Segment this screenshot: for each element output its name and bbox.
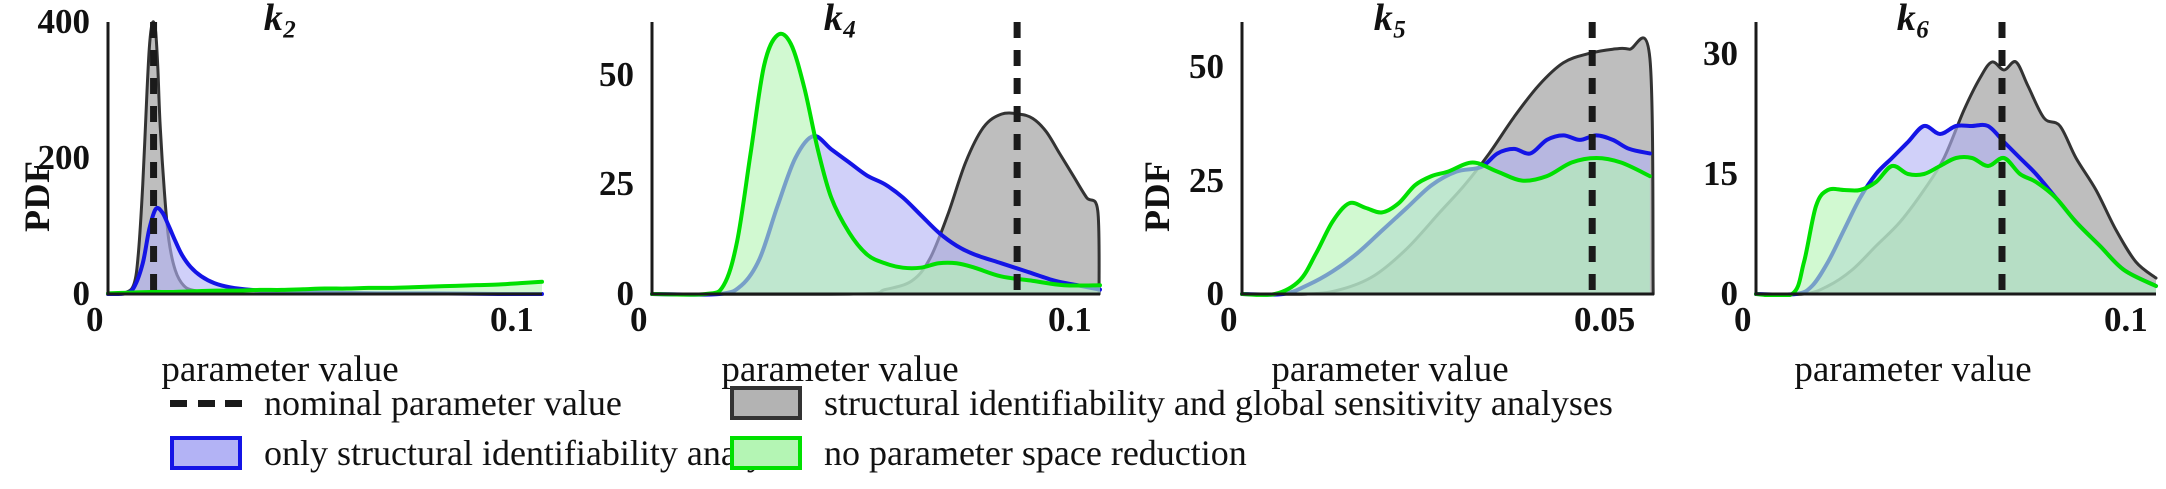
plotbox-k2 bbox=[105, 19, 545, 297]
y-axis-title: PDF bbox=[1137, 160, 1177, 232]
y-tick-label: 200 bbox=[37, 138, 91, 177]
panel-title-k5: k5 bbox=[1120, 0, 1660, 53]
panel-k2: k2 0 200 400 0 0.1 parameter value PDF bbox=[0, 0, 560, 390]
series-line-green bbox=[106, 279, 544, 296]
x-axis-title: parameter value bbox=[161, 349, 399, 390]
series-fill-grey bbox=[652, 112, 1100, 295]
panel-title-base: k bbox=[1373, 0, 1394, 39]
x-axis-title: parameter value bbox=[1271, 349, 1509, 390]
x-tick-label: 0 bbox=[86, 300, 104, 339]
x-tick-label: 0 bbox=[630, 300, 648, 339]
plot-area-k2 bbox=[106, 20, 544, 297]
y-tick-label: 25 bbox=[1189, 160, 1224, 200]
legend-item-structural_only[interactable]: only structural identifiability analysis bbox=[170, 434, 803, 472]
panel-title-k4: k4 bbox=[560, 0, 1120, 53]
plot-area-k6 bbox=[1754, 22, 2158, 297]
x-tick-label: 0.1 bbox=[490, 300, 534, 339]
legend-swatch-structural_only bbox=[170, 436, 242, 470]
legend-label-no_reduction: no parameter space reduction bbox=[824, 433, 1247, 473]
panel-title-subscript: 6 bbox=[1916, 16, 1930, 44]
panel-k6: k6 0 15 30 0 0.1 parameter value bbox=[1660, 0, 2166, 390]
y-tick-label: 0 bbox=[616, 274, 635, 313]
panel-title-k2: k2 bbox=[0, 0, 560, 53]
figure-legend: nominal parameter value structural identi… bbox=[0, 382, 2166, 489]
y-tick-label: 25 bbox=[599, 164, 634, 204]
dashed-line-icon bbox=[170, 386, 242, 420]
y-axis-title: PDF bbox=[17, 160, 57, 232]
series-line-green bbox=[1754, 155, 2158, 297]
panel-title-k6: k6 bbox=[1660, 0, 2166, 53]
y-tick-label: 30 bbox=[1703, 34, 1738, 73]
y-tick-label: 15 bbox=[1703, 154, 1738, 193]
legend-label-structural_only: only structural identifiability analysis bbox=[264, 433, 803, 473]
panels-row: k2 0 200 400 0 0.1 parameter value PDF k4 0 25 50 0 0… bbox=[0, 0, 2166, 390]
panel-title-base: k bbox=[1896, 0, 1917, 39]
x-axis-title: parameter value bbox=[1794, 349, 2032, 390]
legend-label-structural_global: structural identifiability and global se… bbox=[824, 383, 1613, 423]
y-tick-label: 400 bbox=[37, 2, 91, 41]
x-tick-label: 0.05 bbox=[1574, 300, 1636, 339]
series-fill-green bbox=[1242, 158, 1650, 296]
x-axis-title: parameter value bbox=[721, 349, 959, 390]
legend-item-structural_global[interactable]: structural identifiability and global se… bbox=[730, 384, 1613, 422]
y-tick-label: 0 bbox=[72, 274, 91, 313]
x-tick-label: 0 bbox=[1734, 300, 1752, 339]
panel-title-subscript: 4 bbox=[843, 16, 857, 44]
y-tick-label: 0 bbox=[1720, 274, 1739, 313]
panel-title-base: k bbox=[823, 0, 844, 39]
panel-title-subscript: 2 bbox=[283, 16, 297, 44]
x-tick-label: 0.1 bbox=[1048, 300, 1092, 339]
series-fill-green bbox=[652, 33, 1100, 295]
axis-spines bbox=[106, 22, 542, 296]
y-tick-label: 50 bbox=[1189, 47, 1224, 87]
legend-item-nominal[interactable]: nominal parameter value bbox=[170, 384, 622, 422]
plotbox-k5 bbox=[1239, 19, 1657, 297]
panel-k4: k4 0 25 50 0 0.1 parameter value bbox=[560, 0, 1120, 390]
plotbox-k6 bbox=[1753, 19, 2159, 297]
panel-title-subscript: 5 bbox=[1393, 16, 1407, 44]
legend-item-no_reduction[interactable]: no parameter space reduction bbox=[730, 434, 1247, 472]
series-fill-blue bbox=[108, 207, 542, 295]
series-line-green bbox=[1240, 156, 1652, 297]
x-tick-label: 0 bbox=[1220, 300, 1238, 339]
plot-area-k4 bbox=[650, 22, 1102, 297]
axis-spines bbox=[650, 22, 1100, 296]
panel-k5: k5 0 25 50 0 0.05 parameter value PDF bbox=[1120, 0, 1660, 390]
y-tick-label: 50 bbox=[599, 54, 634, 94]
x-tick-label: 0.1 bbox=[2104, 300, 2148, 339]
legend-swatch-no_reduction bbox=[730, 436, 802, 470]
panel-title-base: k bbox=[263, 0, 284, 39]
series-line-green bbox=[650, 31, 1102, 297]
axis-spines bbox=[1754, 22, 2156, 296]
legend-label-nominal: nominal parameter value bbox=[264, 383, 622, 423]
legend-swatch-structural_global bbox=[730, 386, 802, 420]
plotbox-k4 bbox=[649, 19, 1103, 297]
axis-spines bbox=[1240, 22, 1654, 296]
y-tick-label: 0 bbox=[1206, 274, 1225, 313]
plot-area-k5 bbox=[1240, 22, 1655, 297]
